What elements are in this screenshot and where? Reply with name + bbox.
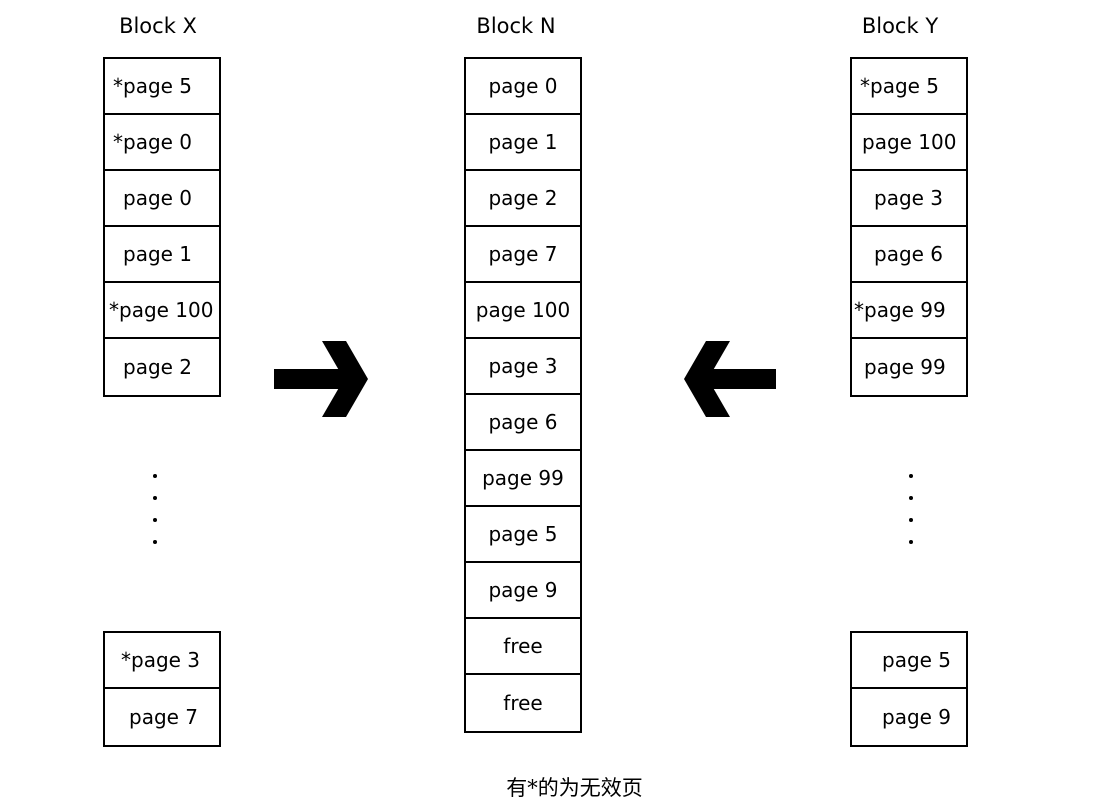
block-x-cell: *page 0 — [105, 115, 219, 171]
block-n-cell-label: page 0 — [466, 74, 580, 98]
block-n-cell-label: free — [466, 691, 580, 715]
block-n-cell-label: page 5 — [466, 522, 580, 546]
block-x-cell-label: *page 0 — [105, 130, 219, 154]
block-x-cell-label: page 1 — [105, 242, 219, 266]
block-n-cell: free — [466, 675, 580, 731]
block-x-cell: page 1 — [105, 227, 219, 283]
block-y-cell: *page 99 — [852, 283, 966, 339]
arrow-left-icon — [682, 341, 778, 417]
caption: 有*的为无效页 — [0, 772, 1099, 802]
block-n-cell: page 2 — [466, 171, 580, 227]
block-y-cell-label: page 6 — [852, 242, 966, 266]
block-x-cell: *page 3 — [105, 633, 219, 689]
block-x-ellipsis — [153, 474, 157, 544]
block-n-cell-label: page 9 — [466, 578, 580, 602]
block-n-cell: page 7 — [466, 227, 580, 283]
block-n-cell-label: page 2 — [466, 186, 580, 210]
ellipsis-dot — [909, 474, 913, 478]
block-n-cell-label: page 99 — [466, 466, 580, 490]
block-x-title: Block X — [78, 14, 238, 38]
block-n-cell: page 9 — [466, 563, 580, 619]
block-y-cell: page 5 — [852, 633, 966, 689]
block-n-cell: page 1 — [466, 115, 580, 171]
block-n-cell-label: page 1 — [466, 130, 580, 154]
block-n-title: Block N — [436, 14, 596, 38]
block-n-cell: page 5 — [466, 507, 580, 563]
ellipsis-dot — [909, 540, 913, 544]
block-y-cell-label: page 5 — [852, 648, 966, 672]
block-y-cell: page 100 — [852, 115, 966, 171]
block-y-cell-label: page 3 — [852, 186, 966, 210]
block-x-bottom-column: *page 3 page 7 — [103, 631, 221, 747]
ellipsis-dot — [153, 540, 157, 544]
block-n-cell-label: free — [466, 634, 580, 658]
block-x-cell-label: page 0 — [105, 186, 219, 210]
block-n-cell-label: page 100 — [466, 298, 580, 322]
ellipsis-dot — [153, 496, 157, 500]
block-y-cell-label: page 99 — [852, 355, 966, 379]
block-n-cell: page 0 — [466, 59, 580, 115]
arrow-right-icon — [274, 341, 370, 417]
block-n-cell: page 6 — [466, 395, 580, 451]
block-n-column: page 0 page 1 page 2 page 7 page 100 pag… — [464, 57, 582, 733]
block-x-cell: page 7 — [105, 689, 219, 745]
block-y-title: Block Y — [820, 14, 980, 38]
block-x-cell-label: *page 100 — [105, 298, 219, 322]
block-y-cell: page 6 — [852, 227, 966, 283]
ellipsis-dot — [153, 518, 157, 522]
block-x-cell-label: page 2 — [105, 355, 219, 379]
block-y-cell-label: *page 5 — [852, 74, 966, 98]
block-n-cell: free — [466, 619, 580, 675]
block-y-ellipsis — [909, 474, 913, 544]
block-y-cell: *page 5 — [852, 59, 966, 115]
block-x-cell-label: *page 5 — [105, 74, 219, 98]
block-x-cell-label: page 7 — [105, 705, 219, 729]
block-n-cell-label: page 3 — [466, 354, 580, 378]
block-n-cell: page 3 — [466, 339, 580, 395]
block-y-cell: page 3 — [852, 171, 966, 227]
block-x-cell-label: *page 3 — [105, 648, 219, 672]
block-y-cell: page 9 — [852, 689, 966, 745]
block-y-cell-label: page 9 — [852, 705, 966, 729]
block-y-cell-label: *page 99 — [852, 298, 966, 322]
block-n-cell: page 99 — [466, 451, 580, 507]
block-y-cell: page 99 — [852, 339, 966, 395]
block-n-cell-label: page 7 — [466, 242, 580, 266]
ellipsis-dot — [153, 474, 157, 478]
block-x-cell: page 2 — [105, 339, 219, 395]
block-y-cell-label: page 100 — [852, 130, 966, 154]
block-x-cell: page 0 — [105, 171, 219, 227]
block-y-top-column: *page 5 page 100 page 3 page 6 *page 99 … — [850, 57, 968, 397]
block-x-cell: *page 100 — [105, 283, 219, 339]
ellipsis-dot — [909, 518, 913, 522]
block-n-cell-label: page 6 — [466, 410, 580, 434]
block-x-top-column: *page 5 *page 0 page 0 page 1 *page 100 … — [103, 57, 221, 397]
caption-text: 有*的为无效页 — [506, 772, 643, 802]
block-n-cell: page 100 — [466, 283, 580, 339]
block-x-cell: *page 5 — [105, 59, 219, 115]
ellipsis-dot — [909, 496, 913, 500]
block-y-bottom-column: page 5 page 9 — [850, 631, 968, 747]
